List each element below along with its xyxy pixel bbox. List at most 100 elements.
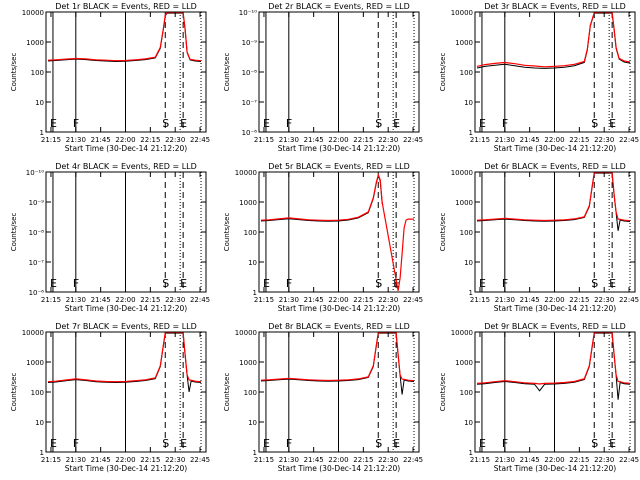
marker-label: E [479, 117, 486, 130]
marker-label: E [393, 117, 400, 130]
y-tick-label: 1000 [455, 39, 473, 47]
x-tick-label: 22:00 [544, 296, 564, 304]
y-tick-label: 1 [40, 449, 44, 457]
x-tick-label: 22:15 [140, 136, 160, 144]
y-tick-label: 1 [469, 129, 473, 137]
x-tick-label: 22:30 [594, 136, 614, 144]
panel-title: Det 9r BLACK = Events, RED = LLD [484, 322, 626, 331]
x-tick-label: 22:30 [165, 136, 185, 144]
series-lld [476, 331, 631, 385]
x-tick-label: 21:45 [91, 296, 111, 304]
x-tick-label: 22:15 [569, 456, 589, 464]
y-tick-label: 10⁻⁸ [29, 229, 45, 237]
y-tick-label: 100 [31, 389, 44, 397]
y-tick-label: 10⁻⁹ [242, 39, 258, 47]
y-tick-label: 10⁻⁶ [242, 129, 258, 137]
y-tick-label: 1 [469, 449, 473, 457]
marker-label: E [50, 277, 57, 290]
marker-label: F [73, 277, 79, 290]
y-tick-label: 10000 [22, 329, 44, 337]
marker-label: E [180, 277, 187, 290]
x-tick-label: 22:45 [190, 136, 210, 144]
y-tick-label: 10⁻⁶ [29, 289, 45, 297]
x-tick-label: 22:30 [165, 296, 185, 304]
x-tick-label: 21:45 [91, 456, 111, 464]
panel-title: Det 5r BLACK = Events, RED = LLD [268, 162, 410, 171]
x-tick-label: 22:30 [378, 296, 398, 304]
y-tick-label: 10 [248, 419, 257, 427]
x-tick-label: 21:30 [66, 136, 86, 144]
x-tick-label: 22:30 [165, 456, 185, 464]
x-axis-label: Start Time (30-Dec-14 21:12:20) [65, 464, 187, 473]
x-tick-label: 21:45 [304, 136, 324, 144]
series-events [476, 332, 631, 400]
marker-label: E [50, 117, 57, 130]
x-tick-label: 22:15 [140, 456, 160, 464]
x-tick-label: 21:15 [41, 456, 61, 464]
x-tick-label: 22:00 [328, 296, 348, 304]
x-tick-label: 22:45 [190, 456, 210, 464]
x-tick-label: 21:30 [495, 456, 515, 464]
marker-label: E [263, 117, 270, 130]
y-tick-label: 100 [460, 69, 473, 77]
x-tick-label: 22:15 [353, 296, 373, 304]
y-tick-label: 10⁻⁸ [242, 69, 258, 77]
y-tick-label: 1 [469, 289, 473, 297]
y-tick-label: 1000 [26, 359, 44, 367]
y-axis-label: Counts/sec [10, 53, 18, 92]
x-tick-label: 21:15 [254, 456, 274, 464]
marker-label: F [502, 117, 508, 130]
y-tick-label: 1000 [455, 359, 473, 367]
x-tick-label: 21:15 [470, 136, 490, 144]
y-tick-label: 10 [35, 99, 44, 107]
x-tick-label: 21:30 [66, 296, 86, 304]
y-axis-label: Counts/sec [223, 373, 231, 412]
x-tick-label: 21:45 [520, 136, 540, 144]
y-tick-label: 10⁻⁷ [242, 99, 258, 107]
x-tick-label: 22:00 [115, 136, 135, 144]
x-tick-label: 21:45 [91, 136, 111, 144]
y-tick-label: 10000 [451, 329, 473, 337]
series-lld [47, 11, 202, 62]
panel-title: Det 7r BLACK = Events, RED = LLD [55, 322, 197, 331]
y-tick-label: 10 [35, 419, 44, 427]
y-tick-label: 10000 [451, 9, 473, 17]
x-tick-label: 22:00 [115, 296, 135, 304]
panel-title: Det 3r BLACK = Events, RED = LLD [484, 2, 626, 11]
y-tick-label: 10 [464, 99, 473, 107]
marker-label: S [162, 277, 169, 290]
y-axis-label: Counts/sec [439, 53, 447, 92]
marker-label: S [162, 437, 169, 450]
y-tick-label: 1000 [455, 199, 473, 207]
y-tick-label: 1000 [26, 39, 44, 47]
marker-label: E [180, 437, 187, 450]
x-tick-label: 22:00 [328, 456, 348, 464]
x-tick-label: 21:30 [495, 296, 515, 304]
x-tick-label: 22:30 [594, 296, 614, 304]
x-tick-label: 22:45 [403, 456, 423, 464]
y-tick-label: 100 [460, 229, 473, 237]
x-tick-label: 22:00 [544, 456, 564, 464]
x-tick-label: 21:15 [470, 456, 490, 464]
x-tick-label: 22:15 [140, 296, 160, 304]
y-tick-label: 1 [253, 289, 257, 297]
y-tick-label: 10 [464, 419, 473, 427]
x-tick-label: 21:15 [41, 296, 61, 304]
marker-label: E [393, 437, 400, 450]
marker-label: E [609, 117, 616, 130]
marker-label: S [591, 437, 598, 450]
series-lld [476, 171, 631, 222]
y-tick-label: 10000 [22, 9, 44, 17]
marker-label: S [375, 437, 382, 450]
series-lld [47, 331, 202, 383]
y-tick-label: 100 [244, 229, 257, 237]
y-tick-label: 10⁻⁹ [29, 199, 45, 207]
y-tick-label: 10000 [235, 329, 257, 337]
y-axis-label: Counts/sec [439, 213, 447, 252]
series-events [476, 12, 631, 69]
y-tick-label: 10000 [235, 169, 257, 177]
